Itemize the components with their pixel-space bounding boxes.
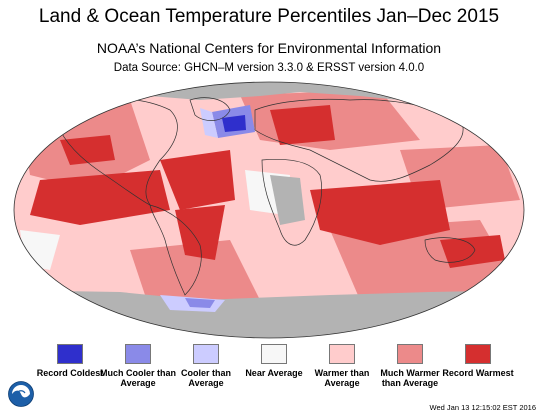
map-fill xyxy=(14,82,524,338)
legend-item-near-average: Near Average xyxy=(234,344,314,378)
globe-outline xyxy=(13,81,525,339)
legend-label: Much Cooler than Average xyxy=(100,368,176,388)
legend-swatch xyxy=(465,344,491,364)
legend-item-much-warmer: Much Warmer than Average xyxy=(370,344,450,388)
legend-swatch xyxy=(125,344,151,364)
legend-swatch xyxy=(57,344,83,364)
legend-swatch xyxy=(261,344,287,364)
continent-outlines xyxy=(59,97,476,296)
legend-label: Much Warmer than Average xyxy=(380,368,440,388)
legend-label: Near Average xyxy=(245,368,303,378)
legend-item-record-warmest: Record Warmest xyxy=(438,344,518,378)
legend-label: Record Coldest xyxy=(36,368,104,378)
legend-label: Warmer than Average xyxy=(314,368,370,388)
map-subtitle: NOAA’s National Centers for Environmenta… xyxy=(96,40,442,56)
legend: Record Coldest Much Cooler than Average … xyxy=(30,344,530,399)
legend-label: Cooler than Average xyxy=(180,368,231,388)
map-title: Land & Ocean Temperature Percentiles Jan… xyxy=(38,6,500,27)
noaa-logo-icon xyxy=(8,381,34,407)
legend-swatch xyxy=(397,344,423,364)
legend-item-much-cooler: Much Cooler than Average xyxy=(98,344,178,388)
legend-swatch xyxy=(329,344,355,364)
legend-item-warmer: Warmer than Average xyxy=(302,344,382,388)
legend-item-cooler: Cooler than Average xyxy=(166,344,246,388)
legend-label: Record Warmest xyxy=(442,368,514,378)
legend-item-record-coldest: Record Coldest xyxy=(30,344,110,378)
data-source: Data Source: GHCN–M version 3.3.0 & ERSS… xyxy=(113,62,425,74)
legend-swatch xyxy=(193,344,219,364)
timestamp: Wed Jan 13 12:15:02 EST 2016 xyxy=(429,403,536,412)
